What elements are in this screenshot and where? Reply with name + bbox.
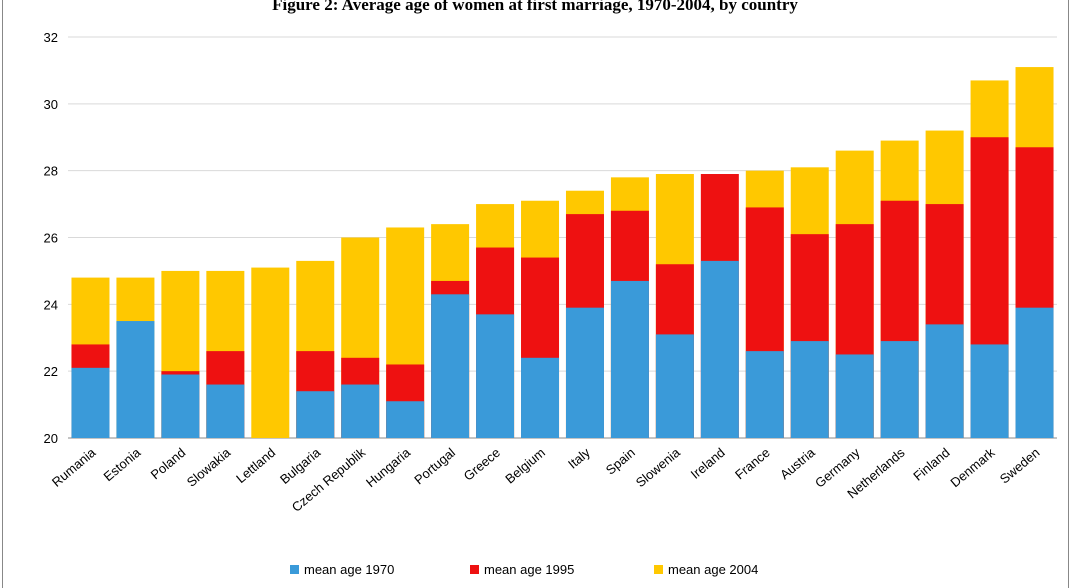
bar — [341, 384, 380, 438]
legend-swatch — [470, 565, 479, 574]
bar — [745, 351, 784, 438]
bar — [116, 321, 155, 438]
bar — [925, 324, 964, 438]
bar — [521, 357, 560, 438]
legend-label: mean age 1970 — [304, 562, 394, 577]
x-tick-label: Rumania — [49, 444, 99, 489]
x-tick-label: Portugal — [411, 445, 458, 488]
bar — [880, 341, 919, 438]
x-tick-label: Belgium — [502, 445, 548, 487]
legend-label: mean age 1995 — [484, 562, 574, 577]
x-tick-label: Poland — [148, 445, 189, 483]
bar — [251, 267, 290, 438]
bar — [386, 401, 425, 438]
bar — [610, 280, 649, 438]
bar — [1015, 307, 1054, 438]
x-tick-label: Slowenia — [633, 444, 684, 490]
x-tick-label: Estonia — [100, 444, 143, 484]
x-tick-label: Greece — [461, 445, 503, 484]
x-tick-label: Slowakia — [184, 444, 234, 489]
bar — [700, 260, 739, 438]
bar — [970, 344, 1009, 438]
legend-swatch — [290, 565, 299, 574]
bar — [71, 367, 110, 438]
y-tick-label: 30 — [44, 97, 58, 112]
bar — [565, 307, 604, 438]
x-tick-label: Austria — [777, 444, 818, 482]
x-tick-label: Ireland — [688, 445, 728, 482]
y-tick-label: 28 — [44, 164, 58, 179]
x-tick-label: Sweden — [997, 445, 1043, 487]
y-tick-label: 32 — [44, 30, 58, 45]
x-tick-label: France — [732, 445, 773, 483]
bar — [476, 314, 515, 438]
x-tick-label: Hungaria — [363, 444, 414, 490]
y-tick-label: 24 — [44, 297, 58, 312]
y-tick-label: 26 — [44, 231, 58, 246]
legend-label: mean age 2004 — [668, 562, 758, 577]
bar — [296, 391, 335, 438]
x-tick-label: Italy — [565, 444, 593, 471]
bar — [431, 294, 470, 438]
y-tick-label: 22 — [44, 364, 58, 379]
x-tick-label: Denmark — [947, 444, 997, 490]
bar — [161, 374, 200, 438]
y-tick-label: 20 — [44, 431, 58, 446]
bar — [790, 341, 829, 438]
bar — [206, 384, 245, 438]
x-tick-label: Finland — [910, 445, 952, 484]
x-tick-label: Lettland — [233, 445, 278, 486]
bar — [655, 334, 694, 438]
x-tick-label: Spain — [603, 445, 638, 478]
legend-swatch — [654, 565, 663, 574]
chart-title: Figure 2: Average age of women at first … — [272, 0, 798, 14]
bar — [835, 354, 874, 438]
